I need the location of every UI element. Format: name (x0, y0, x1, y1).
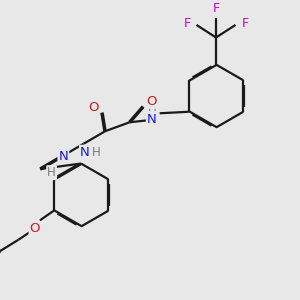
Text: N: N (147, 113, 157, 126)
Text: N: N (80, 146, 90, 159)
Text: H: H (47, 166, 56, 179)
Text: F: F (183, 17, 190, 30)
Text: F: F (242, 17, 249, 30)
Text: N: N (58, 150, 68, 163)
Text: O: O (88, 101, 99, 114)
Text: H: H (147, 101, 156, 114)
Text: F: F (212, 2, 220, 15)
Text: O: O (146, 95, 157, 108)
Text: H: H (92, 146, 100, 159)
Text: O: O (30, 222, 40, 235)
